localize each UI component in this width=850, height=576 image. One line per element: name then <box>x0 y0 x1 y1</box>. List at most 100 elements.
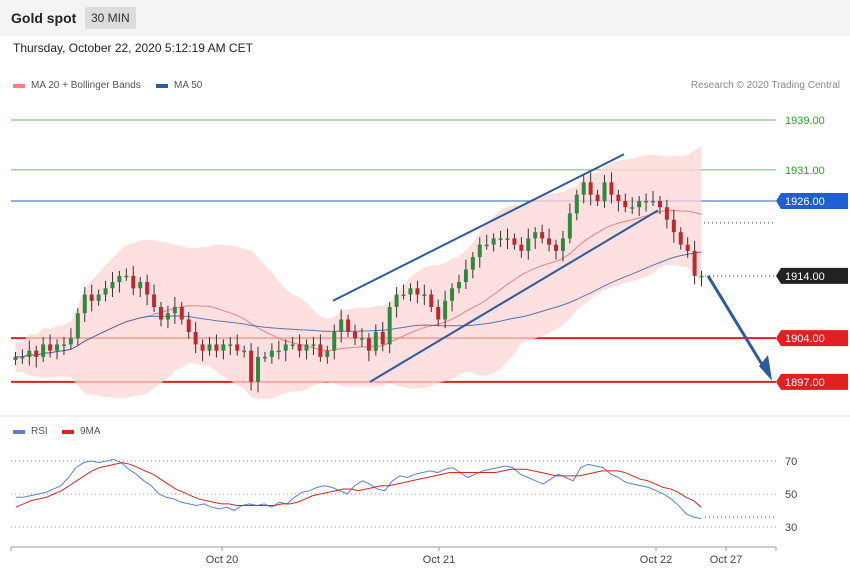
candle-body <box>533 232 538 239</box>
legend-ma20-swatch <box>13 83 25 88</box>
candle-body <box>34 350 39 357</box>
level-badge-1926.00 <box>776 193 848 209</box>
legend-9ma-label: 9MA <box>80 426 101 437</box>
candle-body <box>359 338 364 340</box>
candle-body <box>657 201 662 208</box>
legend-ma20: MA 20 + Bollinger Bands <box>13 80 141 91</box>
candle-body <box>380 331 385 345</box>
candle-body <box>55 344 60 351</box>
rsi-tick-70: 70 <box>785 456 797 468</box>
candle-body <box>235 344 240 351</box>
candle-body <box>249 350 254 382</box>
bollinger-band <box>15 145 702 399</box>
candle-body <box>671 219 676 233</box>
candle-body <box>346 319 351 332</box>
level-label-1904.00: 1904.00 <box>785 333 825 345</box>
rsi-tick-30: 30 <box>785 522 797 534</box>
candle-body <box>644 201 649 203</box>
level-badge-1897.00 <box>776 373 848 390</box>
candle-body <box>651 201 656 203</box>
legend-rsi-label: RSI <box>31 426 48 437</box>
level-badge-1904.00 <box>776 330 848 347</box>
x-tick-label: Oct 22 <box>640 554 672 566</box>
candle-body <box>117 275 122 283</box>
candle-body <box>429 294 434 307</box>
candle-body <box>138 282 143 289</box>
level-badge-1914.00 <box>776 267 848 284</box>
candle-body <box>637 201 642 208</box>
candle-body <box>373 331 378 351</box>
candle-body <box>664 207 669 220</box>
candle-body <box>581 182 586 195</box>
candle-body <box>41 344 46 357</box>
candle-body <box>193 331 198 345</box>
credit-text: Research © 2020 Trading Central <box>690 80 840 91</box>
candle-body <box>699 275 704 278</box>
candle-body <box>20 356 25 359</box>
candle-body <box>89 294 94 301</box>
rsi-series-9MA <box>15 462 702 508</box>
candle-body <box>242 350 247 353</box>
candle-body <box>110 282 115 289</box>
timeframe-button[interactable]: 30 MIN <box>85 7 136 29</box>
candle-body <box>339 319 344 332</box>
timestamp: Thursday, October 22, 2020 5:12:19 AM CE… <box>13 41 253 55</box>
candle-body <box>152 294 157 307</box>
candle-body <box>554 244 559 251</box>
level-label-1926.00: 1926.00 <box>785 196 825 208</box>
x-tick-label: Oct 21 <box>423 554 455 566</box>
candle-body <box>366 338 371 351</box>
candle-body <box>124 275 129 278</box>
candle-body <box>290 344 295 346</box>
candle-body <box>491 238 496 245</box>
candle-body <box>401 294 406 297</box>
legend-ma50: MA 50 <box>156 80 202 91</box>
candle-body <box>588 182 593 195</box>
legend-9ma: 9MA <box>62 426 101 437</box>
candle-body <box>276 350 281 353</box>
candle-body <box>567 213 572 239</box>
header-bar: Gold spot 30 MIN <box>0 0 850 36</box>
rsi-tick-50: 50 <box>785 489 797 501</box>
candle-body <box>262 356 267 359</box>
candle-body <box>332 331 337 351</box>
level-label-1939.00: 1939.00 <box>785 115 825 127</box>
candle-body <box>186 319 191 332</box>
candle-body <box>214 344 219 351</box>
candle-body <box>422 294 427 297</box>
candle-body <box>609 182 614 195</box>
ma50-line <box>15 251 702 358</box>
candle-body <box>436 307 441 320</box>
candle-body <box>616 194 621 201</box>
candle-body <box>228 344 233 346</box>
candle-body <box>456 282 461 289</box>
candle-body <box>96 294 101 301</box>
candle-body <box>172 307 177 314</box>
forecast-arrow-head <box>759 355 772 381</box>
candle-body <box>477 244 482 258</box>
candle-body <box>200 344 205 351</box>
candle-body <box>158 307 163 320</box>
candle-body <box>443 300 448 320</box>
candle-body <box>269 350 274 357</box>
candle-body <box>463 269 468 283</box>
candle-body <box>82 294 87 314</box>
candle-body <box>505 238 510 240</box>
rsi-series-RSI <box>15 458 702 520</box>
candle-body <box>519 244 524 251</box>
candle-body <box>75 313 80 339</box>
candle-body <box>131 275 136 289</box>
candle-body <box>297 344 302 351</box>
x-tick-label: Oct 27 <box>710 554 742 566</box>
legend-rsi: RSI <box>13 426 48 437</box>
candle-body <box>394 294 399 307</box>
candle-body <box>526 238 531 251</box>
candle-body <box>560 238 565 251</box>
candle-body <box>595 194 600 201</box>
candle-body <box>61 344 66 346</box>
level-label-1931.00: 1931.00 <box>785 165 825 177</box>
candle-body <box>415 288 420 295</box>
forecast-arrow-line <box>706 275 770 376</box>
candle-body <box>470 257 475 270</box>
